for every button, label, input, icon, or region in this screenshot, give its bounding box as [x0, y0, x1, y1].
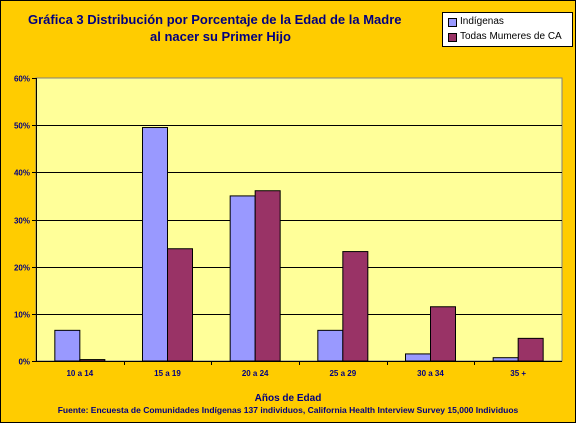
chart-title-line2: al nacer su Primer Hijo — [150, 29, 291, 44]
x-tick-label: 15 a 19 — [154, 369, 181, 378]
legend-label-todas-mujeres: Todas Mumeres de CA — [460, 31, 562, 42]
x-tick-label: 30 a 34 — [417, 369, 444, 378]
legend-label-indigenas: Indígenas — [460, 16, 504, 27]
bar-todas-mujeres — [517, 337, 544, 362]
source-note: Fuente: Encuesta de Comunidades Indígena… — [57, 405, 519, 415]
legend-swatch-todas-mujeres — [448, 33, 457, 42]
bar-todas-mujeres — [79, 359, 106, 362]
y-tick-label: 20% — [14, 264, 30, 273]
x-tick-label: 25 a 29 — [329, 369, 356, 378]
y-tick-label: 50% — [14, 122, 30, 131]
bar-todas-mujeres — [167, 248, 193, 362]
y-tick-label: 30% — [14, 217, 30, 226]
x-tick-label: 10 a 14 — [66, 369, 93, 378]
bar-todas-mujeres — [254, 190, 281, 362]
bar-indigenas — [229, 195, 256, 362]
bar-todas-mujeres — [342, 251, 369, 362]
chart-title-line1: Gráfica 3 Distribución por Porcentaje de… — [28, 12, 402, 27]
chart-legend: Indígenas Todas Mumeres de CA — [442, 12, 573, 47]
bar-indigenas — [405, 353, 431, 362]
y-tick-label: 10% — [14, 311, 30, 320]
bar-indigenas — [492, 357, 519, 362]
y-tick-label: 40% — [14, 169, 30, 178]
y-tick-label: 0% — [18, 358, 30, 367]
bar-indigenas — [317, 329, 344, 362]
y-tick-label: 60% — [14, 75, 30, 84]
x-tick-label: 20 a 24 — [242, 369, 269, 378]
bar-todas-mujeres — [430, 306, 456, 362]
x-tick-label: 35 + — [510, 369, 526, 378]
x-axis-label: Años de Edad — [254, 393, 322, 404]
plot-area — [35, 77, 563, 362]
legend-swatch-indigenas — [448, 18, 457, 27]
bar-indigenas — [142, 127, 168, 362]
bar-indigenas — [54, 329, 81, 362]
